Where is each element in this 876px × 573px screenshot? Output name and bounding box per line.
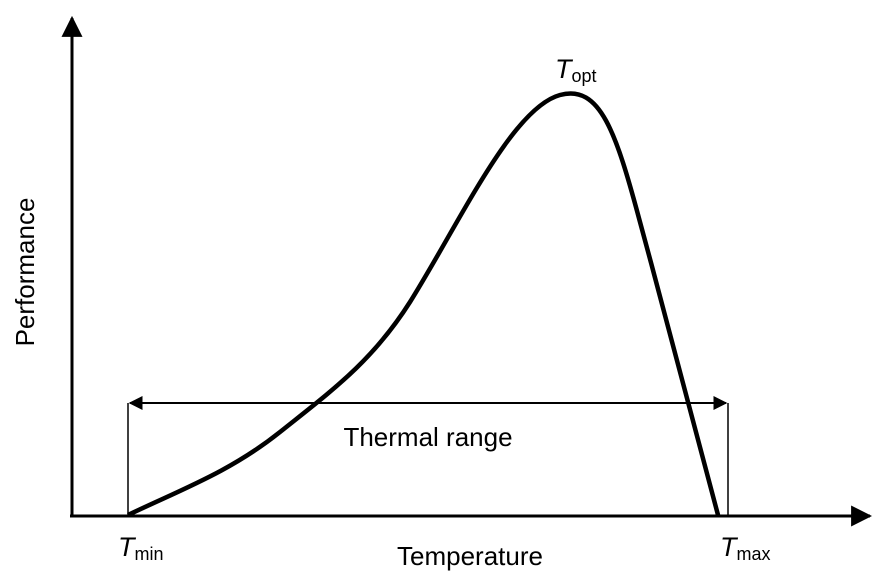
symbol: T [555, 54, 574, 84]
range-label: Thermal range [343, 422, 512, 452]
subscript: max [737, 544, 771, 564]
performance-curve [127, 91, 721, 518]
y-axis-label: Performance [10, 198, 40, 347]
t-min-label: Tmin [118, 532, 164, 564]
symbol: T [118, 532, 137, 562]
x-axis-label: Temperature [397, 541, 543, 571]
symbol: T [720, 532, 739, 562]
subscript: min [135, 544, 164, 564]
t-opt-label: Topt [555, 54, 597, 86]
subscript: opt [572, 66, 597, 86]
t-max-label: Tmax [720, 532, 771, 564]
